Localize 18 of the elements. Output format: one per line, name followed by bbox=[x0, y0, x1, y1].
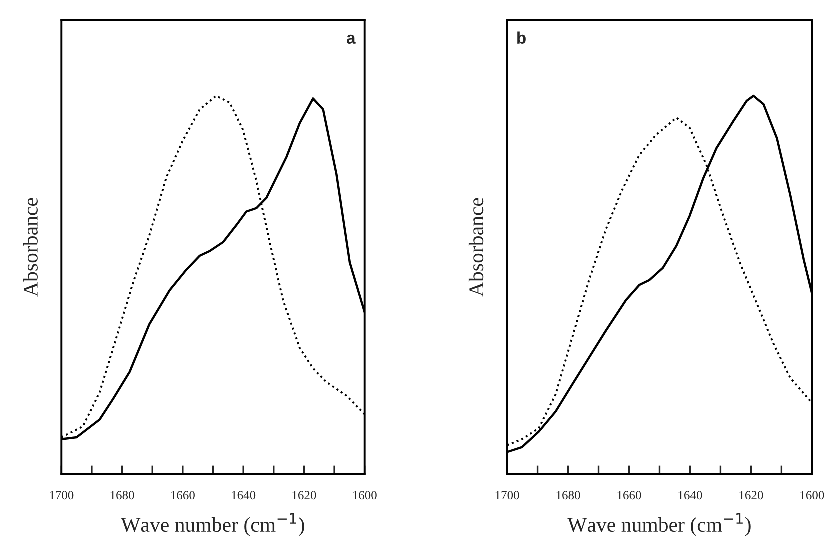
x-axis-title: Wave number (cm$^{−1}$) bbox=[121, 513, 304, 536]
x-axis-title: Wave number (cm$^{−1}$) bbox=[568, 513, 751, 536]
x-tick-label: 1640 bbox=[232, 491, 256, 500]
text: a bbox=[346, 34, 356, 44]
y-axis-title: Absorbance bbox=[23, 198, 38, 297]
x-tick-label: 1700 bbox=[50, 491, 74, 500]
x-tick-label: 1680 bbox=[110, 491, 134, 500]
x-tick-label: 1660 bbox=[172, 491, 195, 500]
x-tick-label: 1660 bbox=[618, 491, 642, 500]
x-tick-label: 1600 bbox=[800, 491, 824, 500]
x-tick-label: 1640 bbox=[678, 491, 702, 500]
text: b bbox=[518, 32, 526, 44]
x-tick-label: 1620 bbox=[292, 491, 316, 500]
x-tick-label: 1680 bbox=[556, 491, 580, 500]
x-tick-label: 1600 bbox=[353, 491, 377, 500]
x-tick-label: 1620 bbox=[740, 491, 764, 500]
x-tick-label: 1700 bbox=[496, 491, 520, 500]
y-axis-title: Absorbance bbox=[468, 198, 484, 297]
